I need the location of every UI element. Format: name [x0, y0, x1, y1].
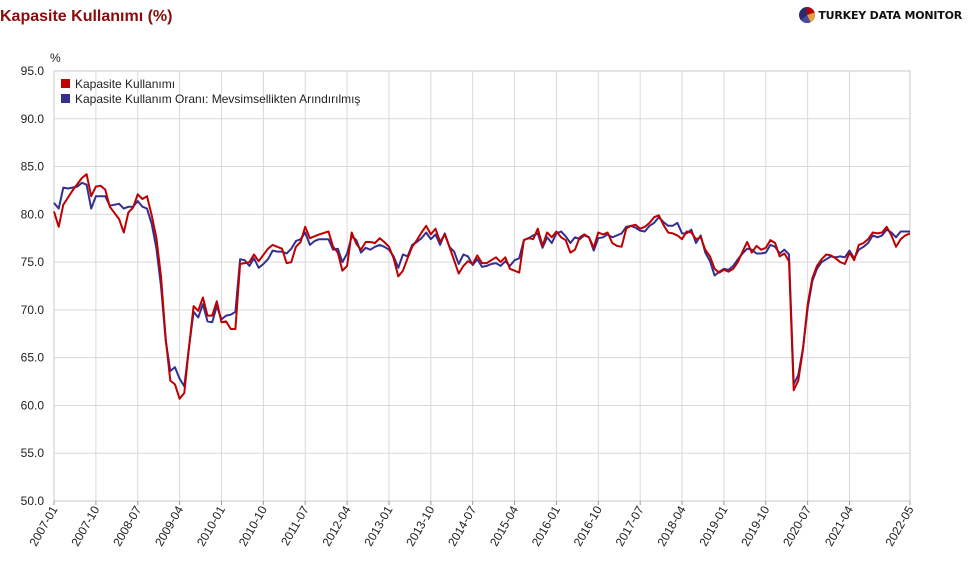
- y-tick-label: 80.0: [21, 207, 45, 221]
- x-tick-label: 2010-10: [236, 503, 270, 548]
- x-tick-label: 2007-10: [68, 503, 102, 548]
- series-line-mevsimsellikten-arindirilmis: [53, 181, 910, 388]
- x-tick-label: 2019-10: [738, 503, 772, 548]
- x-tick-label: 2013-10: [403, 503, 437, 548]
- y-tick-label: 70.0: [21, 303, 45, 317]
- y-tick-label: 60.0: [21, 398, 45, 412]
- legend: Kapasite Kullanımı Kapasite Kullanım Ora…: [61, 77, 360, 106]
- x-tick-label: 2007-01: [26, 503, 60, 548]
- y-tick-label: 75.0: [21, 255, 45, 269]
- x-tick-label: 2013-01: [361, 503, 395, 548]
- x-tick-label: 2017-07: [613, 503, 647, 548]
- y-tick-label: 55.0: [21, 446, 45, 460]
- legend-swatch-sa: [61, 94, 70, 103]
- y-axis: 95.0 90.0 85.0 80.0 75.0 70.0 65.0 60.0 55.0 50.0: [21, 64, 45, 508]
- x-tick-label: 2015-04: [487, 503, 521, 548]
- series-line-kapasite-kullanimi: [53, 173, 911, 400]
- x-tick-label: 2009-04: [152, 503, 186, 548]
- x-tick-label: 2011-07: [278, 503, 312, 548]
- legend-label-sa: Kapasite Kullanım Oranı: Mevsimsellikten…: [75, 92, 360, 106]
- x-tick-label: 2019-01: [696, 503, 730, 548]
- x-tick-label: 2010-01: [194, 503, 228, 548]
- x-tick-label: 2016-10: [571, 503, 605, 548]
- y-tick-label: 65.0: [21, 351, 45, 365]
- plot-area: [53, 70, 911, 502]
- x-tick-label: 2016-01: [529, 503, 563, 548]
- x-tick-label: 2014-07: [445, 503, 479, 548]
- x-tick-label: 2021-04: [822, 503, 856, 548]
- x-tick-label: 2012-04: [320, 503, 354, 548]
- page-title: Kapasite Kullanımı (%): [0, 8, 173, 25]
- y-axis-label: %: [50, 51, 61, 65]
- gridlines: [54, 71, 910, 501]
- y-tick-label: 90.0: [21, 112, 45, 126]
- x-tick-label: 2020-07: [780, 503, 814, 548]
- y-tick-label: 85.0: [21, 160, 45, 174]
- series-lines: [53, 173, 911, 400]
- brand-pie-icon: [799, 7, 816, 24]
- x-tick-label: 2022-05: [882, 503, 916, 548]
- x-axis: 2007-01 2007-10 2008-07 2009-04 2010-01 2010-…: [26, 501, 917, 549]
- brand-name: TURKEY DATA MONITOR: [818, 8, 962, 22]
- x-tick-label: 2008-07: [110, 503, 144, 548]
- y-tick-label: 50.0: [21, 494, 45, 508]
- x-tick-label: 2018-04: [654, 503, 688, 548]
- y-tick-label: 95.0: [21, 64, 45, 78]
- legend-label-raw: Kapasite Kullanımı: [75, 77, 175, 91]
- legend-swatch-raw: [61, 79, 70, 88]
- brand-logo: TURKEY DATA MONITOR: [798, 6, 962, 24]
